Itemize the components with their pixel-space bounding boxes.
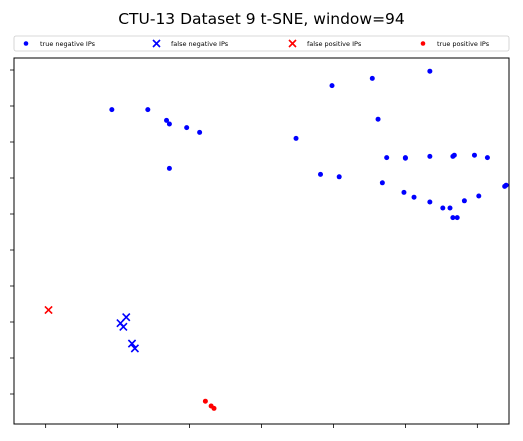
true-negative-ips-point-20	[471, 152, 477, 158]
legend-frame	[13, 35, 510, 52]
true-negative-ips-point-9	[369, 75, 375, 81]
legend-marker-true-negative	[23, 41, 29, 46]
true-positive-ips-point-0	[202, 398, 208, 404]
true-negative-ips-point-18	[427, 153, 433, 159]
true-negative-ips-point-8	[329, 83, 335, 89]
true-negative-ips-point-17	[402, 155, 408, 161]
data-points	[44, 68, 509, 411]
false-positive-ips-point-0	[44, 305, 53, 315]
true-negative-ips-point-29	[454, 215, 460, 221]
true-negative-ips-point-31	[476, 193, 482, 199]
legend-entry-true-negative: true negative IPs	[23, 40, 96, 48]
true-negative-ips-point-14	[379, 180, 385, 186]
true-negative-ips-point-27	[447, 205, 453, 211]
true-negative-ips-point-25	[427, 199, 433, 205]
true-negative-ips-point-21	[484, 155, 490, 161]
true-negative-ips-point-4	[184, 125, 190, 131]
true-negative-ips-point-5	[197, 129, 203, 135]
true-negative-ips-point-28	[450, 215, 456, 221]
true-negative-ips-point-1	[145, 107, 151, 113]
true-negative-ips-point-23	[401, 189, 407, 195]
legend-label-false-positive: false positive IPs	[307, 40, 362, 48]
plot-area-frame	[13, 57, 510, 425]
legend-marker-false-positive	[288, 39, 297, 48]
true-negative-ips-point-7	[293, 135, 299, 141]
true-negative-ips-point-24	[411, 194, 417, 200]
axis-ticks	[10, 69, 478, 428]
legend: true negative IPs false negative IPs fal…	[13, 35, 510, 52]
true-negative-ips-point-0	[109, 107, 115, 113]
true-negative-ips-point-12	[317, 171, 323, 177]
legend-entry-false-negative: false negative IPs	[152, 39, 229, 48]
true-negative-ips-point-13	[336, 174, 342, 180]
true-negative-ips-point-15	[384, 155, 390, 161]
true-negative-ips-point-3	[166, 121, 172, 127]
false-negative-ips-point-2	[119, 322, 128, 331]
true-negative-ips-point-2	[164, 117, 170, 123]
legend-label-true-negative: true negative IPs	[40, 40, 96, 48]
true-negative-ips-point-30	[461, 198, 467, 204]
true-negative-ips-point-26	[440, 205, 446, 211]
true-negative-ips-point-10	[375, 116, 381, 122]
legend-marker-true-positive	[420, 41, 426, 46]
true-negative-ips-point-22	[450, 153, 456, 159]
legend-entry-false-positive: false positive IPs	[288, 39, 362, 48]
true-negative-ips-point-33	[503, 182, 509, 188]
legend-marker-false-negative	[152, 39, 161, 48]
legend-label-false-negative: false negative IPs	[171, 40, 229, 48]
false-negative-ips-point-3	[127, 339, 137, 348]
true-negative-ips-point-6	[166, 165, 172, 171]
chart-title: CTU-13 Dataset 9 t-SNE, window=94	[118, 10, 405, 28]
true-positive-ips-point-2	[211, 405, 217, 411]
true-negative-ips-point-11	[427, 68, 433, 74]
false-negative-ips-point-4	[130, 344, 140, 353]
legend-entry-true-positive: true positive IPs	[420, 40, 490, 48]
legend-label-true-positive: true positive IPs	[437, 40, 490, 48]
